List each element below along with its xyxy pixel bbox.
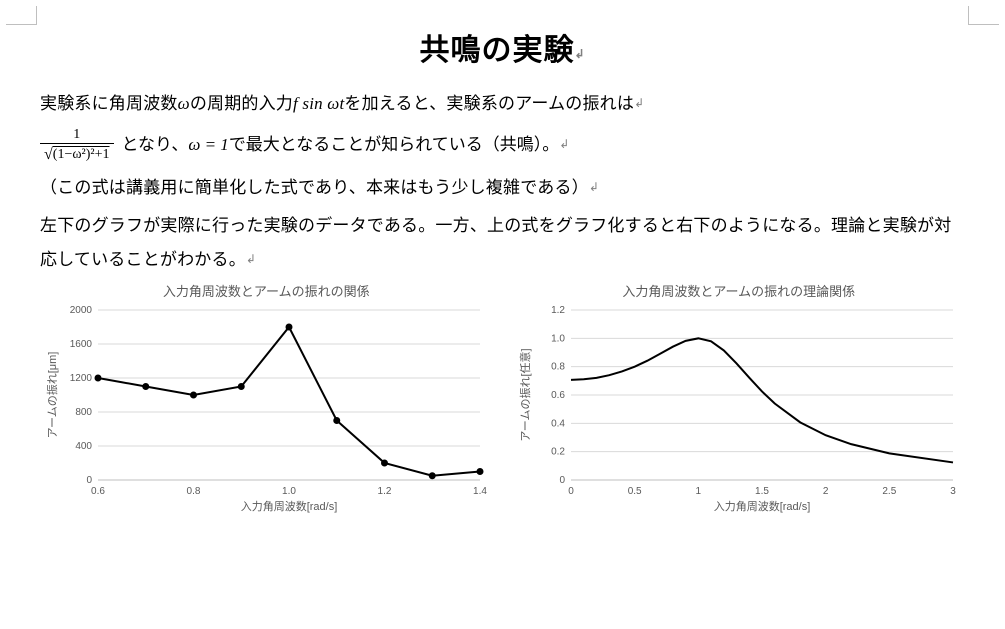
svg-text:800: 800 xyxy=(75,407,92,418)
chart-right-title: 入力角周波数とアームの振れの理論関係 xyxy=(513,281,966,300)
document-page: 共鳴の実験↲ 実験系に角周波数ωの周期的入力f sin ωtを加えると、実験系の… xyxy=(0,0,1005,629)
p2-text: （この式は講義用に簡単化した式であり、本来はもう少し複雑である） xyxy=(40,178,589,197)
fraction-numerator: 1 xyxy=(69,127,84,143)
formula-tail-a: となり、 xyxy=(122,130,189,161)
chart-left: 0 400 800 1200 1600 2000 0.6 0.8 1.0 1.2 1.4 アームの振れ… xyxy=(40,304,490,514)
p1-seg-c: を加えると、実験系のアームの振れは xyxy=(344,94,634,113)
chart-right: 0 0.2 0.4 0.6 0.8 1.0 1.2 0 0.5 1 1.5 2 2.5 3 アームの振れ[任… xyxy=(513,304,963,514)
svg-text:1600: 1600 xyxy=(70,339,93,350)
svg-text:0: 0 xyxy=(568,486,574,497)
chart-left-wrap: 入力角周波数とアームの振れの関係 04008001200160020000.60… xyxy=(40,281,493,514)
svg-text:0.4: 0.4 xyxy=(551,418,565,429)
paragraph-mark: ↲ xyxy=(634,96,644,110)
svg-text:0.8: 0.8 xyxy=(551,362,565,373)
svg-text:入力角周波数[rad/s]: 入力角周波数[rad/s] xyxy=(241,500,338,513)
svg-text:1.5: 1.5 xyxy=(755,486,769,497)
math-omega-eq-1: ω = 1 xyxy=(188,130,228,161)
svg-text:1.0: 1.0 xyxy=(282,486,296,497)
paragraph-mark: ↲ xyxy=(559,134,569,156)
formula-line: 1 √(1−ω²)²+1 となり、ω = 1で最大となることが知られている（共鳴… xyxy=(40,127,965,163)
svg-text:0.5: 0.5 xyxy=(627,486,641,497)
svg-text:1.4: 1.4 xyxy=(473,486,487,497)
p1-seg-a: 実験系に角周波数 xyxy=(40,94,178,113)
crop-mark-top-left xyxy=(6,6,37,25)
svg-text:1.2: 1.2 xyxy=(378,486,392,497)
svg-text:1: 1 xyxy=(695,486,701,497)
svg-text:入力角周波数[rad/s]: 入力角周波数[rad/s] xyxy=(713,500,810,513)
svg-text:400: 400 xyxy=(75,441,92,452)
paragraph-2: （この式は講義用に簡単化した式であり、本来はもう少し複雑である）↲ xyxy=(40,171,965,205)
svg-text:アームの振れ[任意]: アームの振れ[任意] xyxy=(518,348,532,441)
svg-text:3: 3 xyxy=(950,486,956,497)
crop-mark-top-right xyxy=(968,6,999,25)
svg-text:0.2: 0.2 xyxy=(551,447,565,458)
math-omega: ω xyxy=(178,94,190,113)
svg-text:0.6: 0.6 xyxy=(91,486,105,497)
svg-text:アームの振れ[μm]: アームの振れ[μm] xyxy=(45,352,59,439)
sqrt-icon: √ xyxy=(44,146,53,163)
svg-text:0: 0 xyxy=(86,475,92,486)
page-title: 共鳴の実験↲ xyxy=(40,25,965,69)
svg-text:1.2: 1.2 xyxy=(551,305,565,316)
paragraph-mark: ↲ xyxy=(589,180,599,194)
p3-text: 左下のグラフが実際に行った実験のデータである。一方、上の式をグラフ化すると右下の… xyxy=(40,216,951,269)
p1-seg-b: の周期的入力 xyxy=(190,94,293,113)
paragraph-mark: ↲ xyxy=(574,47,585,61)
svg-text:0.6: 0.6 xyxy=(551,390,565,401)
svg-text:0: 0 xyxy=(559,475,565,486)
fraction: 1 √(1−ω²)²+1 xyxy=(40,127,114,163)
sqrt-radicand: (1−ω²)²+1 xyxy=(53,146,110,162)
svg-text:2: 2 xyxy=(822,486,828,497)
svg-text:1.0: 1.0 xyxy=(551,333,565,344)
svg-text:2000: 2000 xyxy=(70,305,93,316)
paragraph-mark: ↲ xyxy=(246,252,256,266)
fraction-denominator: √(1−ω²)²+1 xyxy=(40,143,114,163)
formula-tail-b: で最大となることが知られている（共鳴）。 xyxy=(229,130,559,161)
paragraph-3: 左下のグラフが実際に行った実験のデータである。一方、上の式をグラフ化すると右下の… xyxy=(40,209,965,277)
charts-row: 入力角周波数とアームの振れの関係 04008001200160020000.60… xyxy=(40,281,965,514)
chart-right-wrap: 入力角周波数とアームの振れの理論関係 00.20.40.60.81.01.200… xyxy=(513,281,966,514)
title-text: 共鳴の実験 xyxy=(419,34,574,67)
svg-text:2.5: 2.5 xyxy=(882,486,896,497)
math-fsinwt: f sin ωt xyxy=(293,94,344,113)
chart-left-title: 入力角周波数とアームの振れの関係 xyxy=(40,281,493,300)
svg-text:0.8: 0.8 xyxy=(187,486,201,497)
paragraph-1: 実験系に角周波数ωの周期的入力f sin ωtを加えると、実験系のアームの振れは… xyxy=(40,87,965,121)
svg-text:1200: 1200 xyxy=(70,373,93,384)
